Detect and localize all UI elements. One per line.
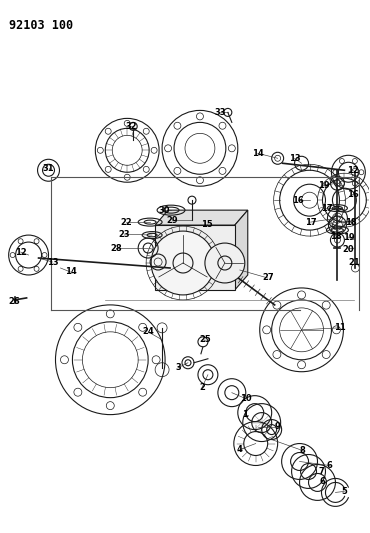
Text: 10: 10 (240, 394, 252, 403)
Polygon shape (155, 210, 248, 225)
Text: 31: 31 (43, 164, 54, 173)
Text: 17: 17 (305, 217, 316, 227)
Text: 15: 15 (201, 220, 213, 229)
Text: 30: 30 (158, 206, 170, 215)
Text: 3: 3 (175, 363, 181, 372)
Text: 8: 8 (300, 446, 305, 455)
Text: 21: 21 (349, 257, 360, 266)
Text: 20: 20 (343, 245, 354, 254)
Text: 11: 11 (333, 324, 345, 333)
Text: 12: 12 (347, 166, 359, 175)
Polygon shape (235, 210, 248, 290)
Text: 14: 14 (64, 268, 76, 277)
Text: 7: 7 (319, 467, 324, 476)
Text: 23: 23 (118, 230, 130, 239)
Text: 2: 2 (199, 383, 205, 392)
Text: 24: 24 (142, 327, 154, 336)
Bar (155, 225, 235, 290)
Text: 13: 13 (47, 257, 58, 266)
Text: 6: 6 (320, 477, 326, 486)
Text: 28: 28 (111, 244, 122, 253)
Text: 4: 4 (237, 445, 243, 454)
Text: 16: 16 (292, 196, 303, 205)
Text: 13: 13 (289, 154, 300, 163)
Text: 9: 9 (275, 422, 280, 431)
Text: 27: 27 (262, 273, 273, 282)
Circle shape (151, 231, 215, 295)
Text: 33: 33 (214, 108, 226, 117)
Text: 1: 1 (242, 410, 248, 419)
Text: 22: 22 (120, 217, 132, 227)
Text: 92103 100: 92103 100 (9, 19, 73, 31)
Text: 12: 12 (15, 247, 27, 256)
Text: 18: 18 (344, 217, 356, 227)
Text: 25: 25 (199, 335, 211, 344)
Text: 26: 26 (9, 297, 20, 306)
Text: 19: 19 (318, 181, 329, 190)
Text: 17: 17 (321, 204, 332, 213)
Text: 5: 5 (342, 487, 347, 496)
Text: 32: 32 (125, 122, 137, 131)
Text: 29: 29 (166, 216, 178, 224)
Circle shape (205, 243, 245, 283)
Text: 16: 16 (347, 190, 359, 199)
Text: 6: 6 (326, 461, 332, 470)
Text: 14: 14 (252, 149, 263, 158)
Text: 18: 18 (330, 231, 341, 240)
Text: 19: 19 (343, 232, 354, 241)
